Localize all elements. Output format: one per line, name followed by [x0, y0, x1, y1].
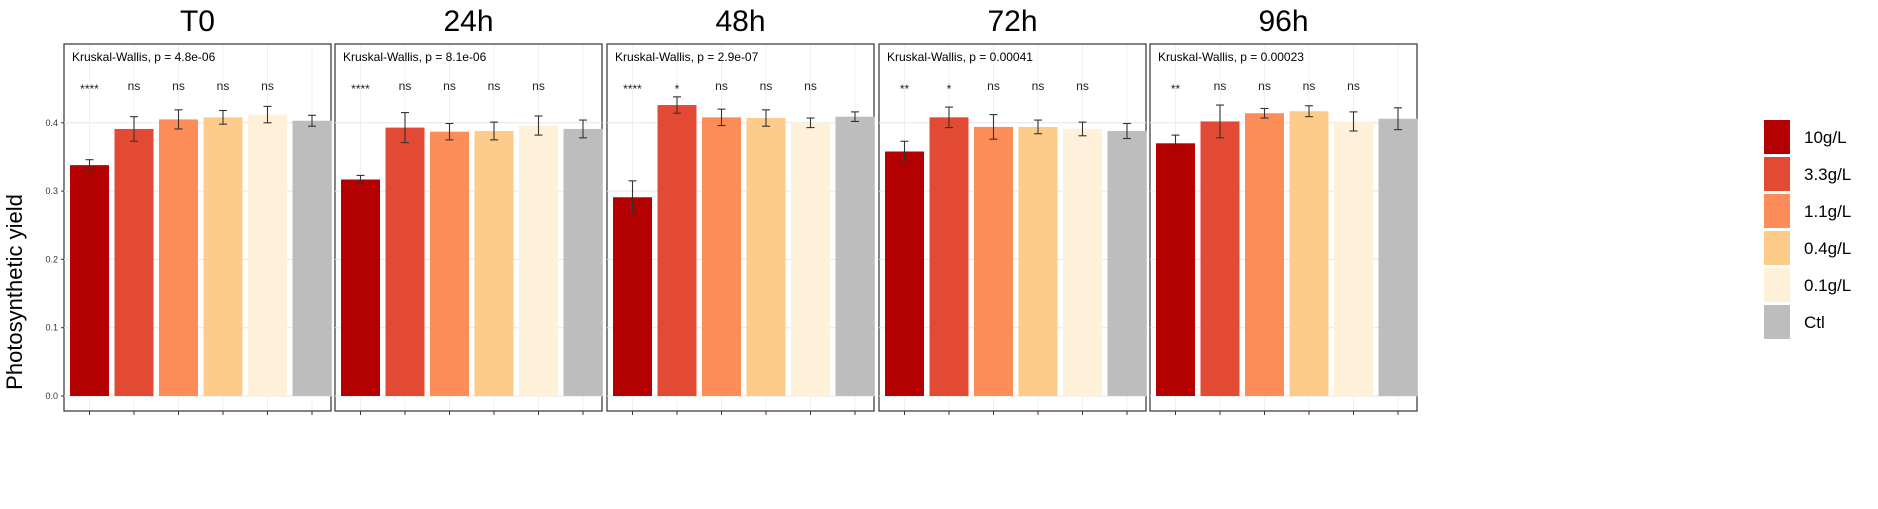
- significance-label: ns: [488, 79, 501, 93]
- significance-label: *: [947, 82, 952, 96]
- significance-label: ns: [1032, 79, 1045, 93]
- bar: [474, 131, 514, 396]
- significance-label: ****: [80, 82, 99, 96]
- legend-swatch: [1764, 305, 1790, 339]
- significance-label: ns: [172, 79, 185, 93]
- bar: [248, 114, 287, 396]
- bar: [563, 128, 603, 396]
- y-tick-label: 0.0: [45, 391, 58, 401]
- y-tick-label: 0.2: [45, 254, 58, 264]
- bar: [1289, 111, 1329, 396]
- panel-t0: T0 0.0 0.1 0.2 0.3 0.4 Kruskal-Wallis, p = 4.8…: [45, 5, 332, 415]
- bar: [929, 117, 969, 397]
- legend-label: 1.1g/L: [1804, 202, 1851, 221]
- legend-swatch: [1764, 120, 1790, 154]
- legend-label: 0.1g/L: [1804, 276, 1851, 295]
- significance-label: ns: [760, 79, 773, 93]
- bar: [657, 105, 697, 397]
- legend-label: 10g/L: [1804, 128, 1847, 147]
- significance-label: ns: [1258, 79, 1271, 93]
- significance-label: ns: [1347, 79, 1360, 93]
- significance-label: ****: [351, 82, 370, 96]
- legend-item: Ctl: [1764, 305, 1825, 339]
- panel-96h: 96h Kruskal-Wallis, p = 0.00023 ** ns ns ns ns: [1149, 5, 1418, 415]
- panel-title: 24h: [443, 5, 493, 38]
- significance-label: ns: [987, 79, 1000, 93]
- kruskal-wallis-label: Kruskal-Wallis, p = 4.8e-06: [72, 50, 216, 64]
- y-axis-label: Photosynthetic yield: [2, 194, 27, 390]
- kruskal-wallis-label: Kruskal-Wallis, p = 8.1e-06: [343, 50, 487, 64]
- legend-item: 1.1g/L: [1764, 194, 1851, 228]
- legend-label: 3.3g/L: [1804, 165, 1851, 184]
- legend: 10g/L 3.3g/L 1.1g/L 0.4g/L 0.1g/L Ctl: [1764, 120, 1851, 339]
- panel-title: 48h: [715, 5, 765, 38]
- legend-swatch: [1764, 268, 1790, 302]
- bar: [341, 179, 380, 396]
- legend-item: 0.1g/L: [1764, 268, 1851, 302]
- bar: [746, 118, 786, 397]
- panel-24h: 24h Kruskal-Wallis, p = 8.1e-06 **** ns ns ns…: [334, 5, 603, 415]
- legend-item: 3.3g/L: [1764, 157, 1851, 191]
- bar: [292, 120, 332, 396]
- bar: [1107, 131, 1147, 396]
- significance-label: ns: [1214, 79, 1227, 93]
- significance-label: ns: [532, 79, 545, 93]
- bar: [70, 165, 109, 396]
- bar: [835, 116, 875, 396]
- bar: [974, 126, 1013, 397]
- bar: [159, 119, 198, 396]
- bar: [1200, 121, 1240, 396]
- kruskal-wallis-label: Kruskal-Wallis, p = 0.00023: [1158, 50, 1304, 64]
- panel-title: 96h: [1258, 5, 1308, 38]
- legend-item: 10g/L: [1764, 120, 1847, 154]
- y-tick-label: 0.4: [45, 118, 58, 128]
- bar: [430, 131, 469, 396]
- legend-item: 0.4g/L: [1764, 231, 1851, 265]
- significance-label: ns: [715, 79, 728, 93]
- bar: [519, 125, 558, 396]
- y-tick-label: 0.1: [45, 323, 58, 333]
- bar: [791, 122, 830, 397]
- significance-label: ns: [399, 79, 412, 93]
- significance-label: *: [675, 82, 680, 96]
- y-tick-label: 0.3: [45, 186, 58, 196]
- significance-label: **: [1171, 82, 1181, 96]
- legend-label: 0.4g/L: [1804, 239, 1851, 258]
- bar: [1334, 121, 1373, 396]
- panel-title: T0: [180, 5, 215, 38]
- significance-label: ns: [1076, 79, 1089, 93]
- bar: [1245, 113, 1284, 396]
- significance-label: ns: [261, 79, 274, 93]
- bar: [385, 127, 425, 397]
- bar: [613, 197, 652, 396]
- significance-label: ns: [217, 79, 230, 93]
- legend-swatch: [1764, 231, 1790, 265]
- bar: [1378, 118, 1418, 397]
- kruskal-wallis-label: Kruskal-Wallis, p = 2.9e-07: [615, 50, 759, 64]
- panel-title: 72h: [987, 5, 1037, 38]
- legend-swatch: [1764, 194, 1790, 228]
- kruskal-wallis-label: Kruskal-Wallis, p = 0.00041: [887, 50, 1033, 64]
- significance-label: ns: [443, 79, 456, 93]
- panels: T0 0.0 0.1 0.2 0.3 0.4 Kruskal-Wallis, p = 4.8…: [45, 5, 1418, 415]
- significance-label: ns: [804, 79, 817, 93]
- significance-label: ns: [1303, 79, 1316, 93]
- bar: [203, 117, 243, 397]
- legend-swatch: [1764, 157, 1790, 191]
- bar: [1063, 128, 1102, 396]
- bar: [1018, 126, 1058, 397]
- significance-label: **: [900, 82, 910, 96]
- significance-label: ****: [623, 82, 642, 96]
- bar: [885, 151, 924, 396]
- legend-label: Ctl: [1804, 313, 1825, 332]
- bar: [114, 128, 154, 396]
- bar: [1156, 143, 1195, 396]
- bar: [702, 117, 741, 397]
- significance-label: ns: [128, 79, 141, 93]
